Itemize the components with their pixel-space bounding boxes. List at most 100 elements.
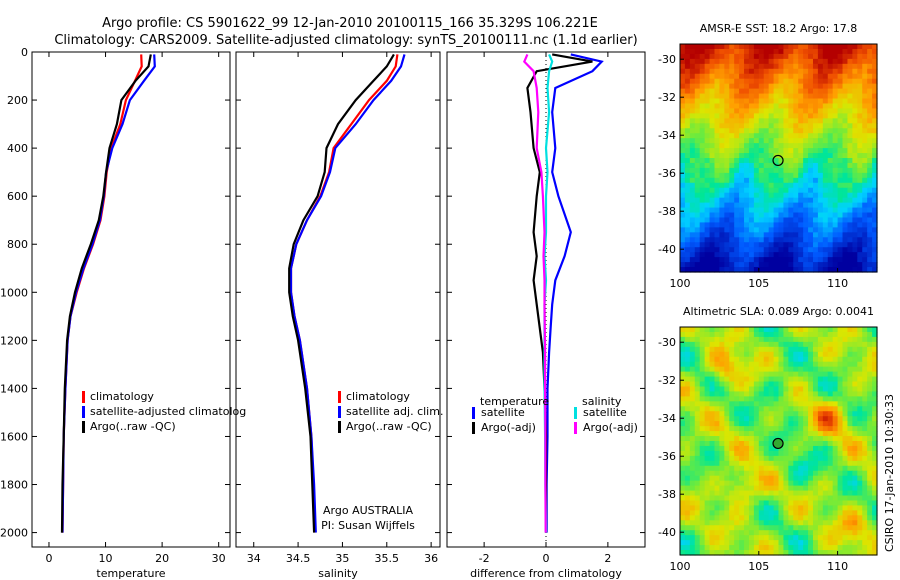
heatmap-cell <box>803 336 809 343</box>
heatmap-cell <box>768 232 775 238</box>
heatmap-cell <box>852 336 858 343</box>
heatmap-cell <box>699 83 706 90</box>
heatmap-cell <box>709 421 716 427</box>
heatmap-cell <box>719 232 725 238</box>
heatmap-cell <box>724 450 730 457</box>
heatmap-cell <box>842 232 849 238</box>
y-tick-label: -32 <box>658 91 676 104</box>
heatmap-cell <box>812 103 819 110</box>
heatmap-cell <box>758 510 765 516</box>
heatmap-cell <box>817 376 824 383</box>
heatmap-cell <box>729 520 735 526</box>
heatmap-cell <box>788 257 794 263</box>
heatmap-cell <box>714 138 720 144</box>
heatmap-cell <box>793 93 799 100</box>
heatmap-cell <box>832 421 839 427</box>
heatmap-cell <box>812 490 819 497</box>
heatmap-cell <box>753 495 760 502</box>
heatmap-cell <box>867 98 873 105</box>
heatmap-cell <box>812 396 819 402</box>
heatmap-cell <box>753 192 760 199</box>
heatmap-cell <box>842 356 849 363</box>
heatmap-cell <box>758 431 765 437</box>
heatmap-cell <box>694 530 701 536</box>
plot-frame <box>31 51 231 548</box>
heatmap-cell <box>758 58 765 65</box>
heatmap-cell <box>812 212 819 219</box>
heatmap-cell <box>719 436 725 442</box>
heatmap-cell <box>684 103 691 110</box>
heatmap-cell <box>734 327 740 333</box>
heatmap-cell <box>778 450 785 457</box>
heatmap-cell <box>827 465 834 472</box>
heatmap-cell <box>842 545 849 551</box>
heatmap-cell <box>822 436 829 442</box>
heatmap-cell <box>837 98 844 105</box>
heatmap-cell <box>714 331 720 338</box>
heatmap-cell <box>837 247 844 253</box>
heatmap-cell <box>739 207 745 214</box>
heatmap-cell <box>744 118 750 124</box>
heatmap-cell <box>689 411 696 417</box>
heatmap-cell <box>842 505 849 511</box>
heatmap-cell <box>812 525 819 531</box>
heatmap-cell <box>729 530 735 536</box>
heatmap-cell <box>694 138 701 144</box>
heatmap-cell <box>822 48 829 55</box>
heatmap-cell <box>793 108 799 114</box>
heatmap-cell <box>748 421 755 427</box>
heatmap-cell <box>689 222 696 228</box>
heatmap-cell <box>709 396 716 402</box>
heatmap-cell <box>694 78 701 85</box>
heatmap-cell <box>689 58 696 65</box>
heatmap-cell <box>724 376 730 383</box>
heatmap-cell <box>724 485 730 492</box>
heatmap-cell <box>714 58 720 65</box>
heatmap-cell <box>852 391 858 397</box>
heatmap-cell <box>773 138 780 144</box>
heatmap-cell <box>803 182 809 189</box>
heatmap-cell <box>862 361 868 368</box>
heatmap-cell <box>744 545 750 551</box>
heatmap-cell <box>788 118 794 124</box>
heatmap-cell <box>857 510 863 516</box>
heatmap-cell <box>763 490 770 497</box>
heatmap-cell <box>852 202 858 209</box>
heatmap-cell <box>719 460 725 467</box>
heatmap-cell <box>778 83 785 90</box>
heatmap-cell <box>872 167 878 174</box>
heatmap-cell <box>758 148 765 154</box>
heatmap-cell <box>704 123 711 129</box>
heatmap-cell <box>793 187 799 194</box>
heatmap-cell <box>837 133 844 139</box>
heatmap-cell <box>847 53 853 60</box>
heatmap-cell <box>812 411 819 417</box>
heatmap-cell <box>684 192 691 199</box>
heatmap-cell <box>680 108 686 114</box>
heatmap-cell <box>763 500 770 507</box>
heatmap-cell <box>798 520 804 526</box>
heatmap-cell <box>778 128 785 134</box>
heatmap-cell <box>719 327 725 333</box>
heatmap-cell <box>734 44 740 50</box>
heatmap-cell <box>832 207 839 214</box>
heatmap-cell <box>867 158 873 164</box>
heatmap-cell <box>744 550 750 556</box>
heatmap-cell <box>748 192 755 199</box>
heatmap-cell <box>719 83 725 90</box>
heatmap-cell <box>783 436 789 442</box>
heatmap-cell <box>744 366 750 373</box>
heatmap-cell <box>827 232 834 238</box>
heatmap-cell <box>783 53 789 60</box>
heatmap-cell <box>793 381 799 388</box>
heatmap-cell <box>748 103 755 110</box>
heatmap-cell <box>867 267 873 273</box>
heatmap-cell <box>788 172 794 179</box>
heatmap-cell <box>729 103 735 110</box>
heatmap-cell <box>714 78 720 85</box>
heatmap-cell <box>689 182 696 189</box>
heatmap-cell <box>773 356 780 363</box>
heatmap-cell <box>734 78 740 85</box>
heatmap-cell <box>803 44 809 50</box>
heatmap-cell <box>704 158 711 164</box>
